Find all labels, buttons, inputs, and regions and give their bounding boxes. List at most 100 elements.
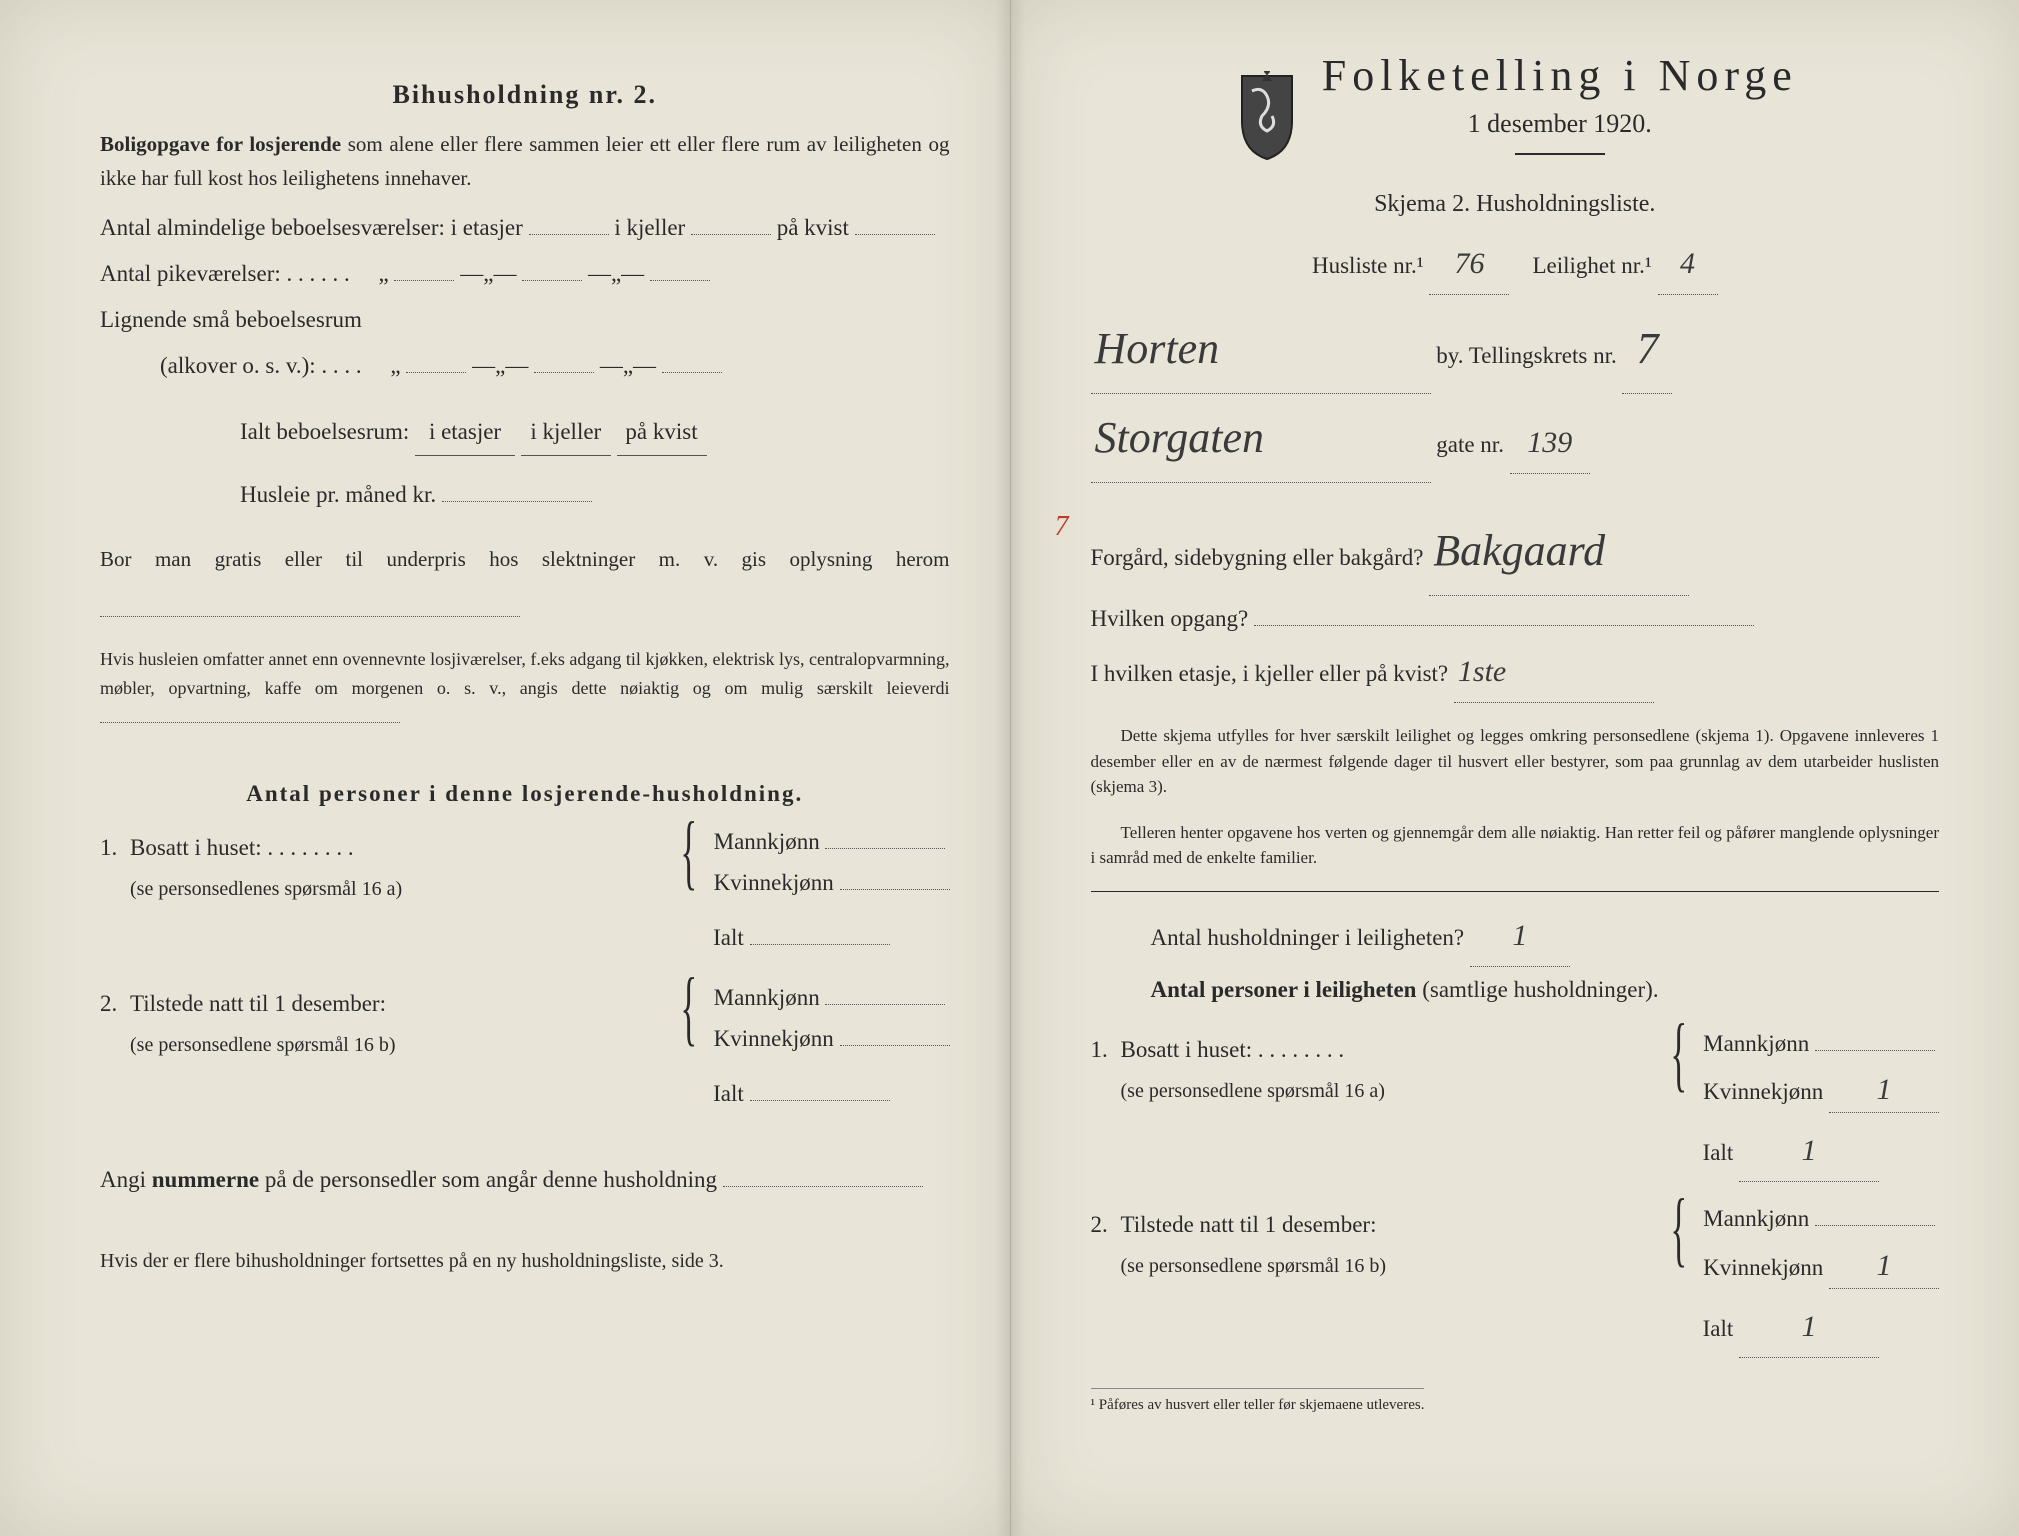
mann-label: Mannkjønn: [714, 829, 820, 854]
r-mann-1: Mannkjønn: [1703, 1031, 1809, 1056]
lignende-line: Lignende små beboelsesrum (alkover o. s.…: [100, 297, 950, 389]
gate-line: Storgaten gate nr. 139: [1091, 394, 1940, 483]
r-ialt-val-1: 1: [1739, 1121, 1879, 1182]
r-mann-2: Mannkjønn: [1703, 1206, 1809, 1231]
brace-icon-3: {: [1670, 1021, 1687, 1088]
r-ialt-val-2: 1: [1739, 1297, 1879, 1358]
kvinne-blank-1: [840, 889, 950, 890]
q-hush-label: Antal husholdninger i leiligheten?: [1151, 925, 1465, 950]
tilstede-counts: Mannkjønn Kvinnekjønn: [714, 981, 950, 1056]
kvinne-blank-2: [840, 1045, 950, 1046]
kvinne-label-2: Kvinnekjønn: [714, 1026, 834, 1051]
r-tilstede-sub: (se personsedlene spørsmål 16 b): [1121, 1248, 1654, 1284]
hvis-note: Hvis husleien omfatter annet enn ovennev…: [100, 645, 950, 731]
blank-lig-2: [534, 372, 594, 373]
blank-pike-1: [394, 280, 454, 281]
divider: [1091, 891, 1940, 892]
lignende-1: Lignende små beboelsesrum: [100, 307, 362, 332]
r-ialt-label-1: Ialt: [1703, 1140, 1734, 1165]
gate-label: gate nr.: [1436, 432, 1504, 457]
instructions-1: Dette skjema utfylles for hver særskilt …: [1091, 723, 1940, 800]
ialt-blank-2: [750, 1100, 890, 1101]
coat-of-arms-icon: [1232, 71, 1302, 161]
r-tilstede-row: 2. Tilstede natt til 1 desember: (se per…: [1091, 1202, 1940, 1289]
r-kvinne-2: Kvinnekjønn: [1703, 1255, 1823, 1280]
antal-title: Antal personer i denne losjerende-hushol…: [100, 781, 950, 807]
instructions-2: Telleren henter opgavene hos verten og g…: [1091, 820, 1940, 871]
blank-kvist: [855, 234, 935, 235]
r-ialt-row-2: Ialt 1: [1091, 1297, 1940, 1358]
ialt-label-2: Ialt: [713, 1081, 744, 1106]
r-tilstede-num: 2.: [1091, 1202, 1121, 1248]
gratis-para: Bor man gratis eller til underpris hos s…: [100, 534, 950, 635]
angi-blank: [723, 1186, 923, 1187]
husliste-line: Husliste nr.¹ 76 Leilighet nr.¹ 4: [1091, 234, 1940, 295]
r-bosatt-num: 1.: [1091, 1027, 1121, 1073]
hvis-blank: [100, 722, 400, 723]
gratis-blank: [100, 616, 520, 617]
husliste-value: 76: [1429, 234, 1509, 295]
bosatt-row: 1. Bosatt i huset: . . . . . . . . (se p…: [100, 825, 950, 907]
ialt-etasjer-blank: i etasjer: [415, 409, 515, 456]
mann-blank-2: [825, 1004, 945, 1005]
r-bosatt-label: Bosatt i huset: . . . . . . . .: [1121, 1027, 1654, 1073]
gratis-text: Bor man gratis eller til underpris hos s…: [100, 547, 950, 571]
bosatt-sub: (se personsedlenes spørsmål 16 a): [130, 871, 664, 907]
mann-label-2: Mannkjønn: [714, 985, 820, 1010]
ialt-label-1: Ialt: [713, 925, 744, 950]
bosatt-counts: Mannkjønn Kvinnekjønn: [714, 825, 950, 900]
r-kvinne-val-2: 1: [1829, 1243, 1939, 1289]
r-ialt-label-2: Ialt: [1703, 1316, 1734, 1341]
q-pers-rest: (samtlige husholdninger).: [1416, 977, 1658, 1002]
forgard-line: Forgård, sidebygning eller bakgård? Bakg…: [1091, 507, 1940, 596]
angi-bold: nummerne: [152, 1167, 259, 1192]
by-line: Horten by. Tellingskrets nr. 7: [1091, 305, 1940, 394]
ialt-kjeller-text: i kjeller: [530, 419, 601, 444]
ialt-line: Ialt beboelsesrum: i etasjer i kjeller p…: [240, 409, 950, 456]
q-hush-value: 1: [1470, 906, 1570, 967]
opgang-blank: [1254, 625, 1754, 626]
rooms-label: Antal almindelige beboelsesværelser: i e…: [100, 215, 523, 240]
intro-paragraph: Boligopgave for losjerende som alene ell…: [100, 128, 950, 195]
leilighet-value: 4: [1658, 234, 1718, 295]
angi-rest: på de personsedler som angår denne husho…: [259, 1167, 717, 1192]
q-pers-bold: Antal personer i leiligheten: [1151, 977, 1417, 1002]
blank-etasjer: [529, 234, 609, 235]
angi-line: Angi nummerne på de personsedler som ang…: [100, 1157, 950, 1203]
forgard-label: Forgård, sidebygning eller bakgård?: [1091, 545, 1424, 570]
r-ialt-row-1: Ialt 1: [1091, 1121, 1940, 1182]
title-block: Folketelling i Norge 1 desember 1920.: [1322, 50, 1798, 181]
blank-pike-3: [650, 280, 710, 281]
rooms-line: Antal almindelige beboelsesværelser: i e…: [100, 205, 950, 251]
husliste-label: Husliste nr.¹: [1312, 253, 1424, 278]
ialt-kvist-blank: på kvist: [617, 409, 707, 456]
ialt-label: Ialt beboelsesrum:: [240, 419, 409, 444]
bottom-note: Hvis der er flere bihusholdninger fortse…: [100, 1243, 950, 1279]
footnote: ¹ Påføres av husvert eller teller før sk…: [1091, 1388, 1425, 1414]
etasje-label: I hvilken etasje, i kjeller eller på kvi…: [1091, 661, 1449, 686]
brace-icon-4: {: [1670, 1196, 1687, 1263]
bosatt-label: Bosatt i huset: . . . . . . . .: [130, 825, 664, 871]
husleie-line: Husleie pr. måned kr.: [240, 472, 950, 518]
kjeller-label: i kjeller: [614, 215, 685, 240]
angi-pre: Angi: [100, 1167, 152, 1192]
q-hush-line: Antal husholdninger i leiligheten? 1: [1151, 906, 1940, 967]
brace-icon-2: {: [680, 976, 697, 1043]
r-bosatt-row: 1. Bosatt i huset: . . . . . . . . (se p…: [1091, 1027, 1940, 1114]
kvinne-label: Kvinnekjønn: [714, 870, 834, 895]
main-title: Folketelling i Norge: [1322, 50, 1798, 101]
hvis-text: Hvis husleien omfatter annet enn ovennev…: [100, 649, 950, 698]
gate-nr-value: 139: [1510, 413, 1590, 474]
leilighet-label: Leilighet nr.¹: [1532, 253, 1651, 278]
blank-kjeller: [691, 234, 771, 235]
title-rule: [1515, 153, 1605, 155]
opgang-label: Hvilken opgang?: [1091, 606, 1249, 631]
red-mark: 7: [1055, 511, 1069, 543]
blank-lig-3: [662, 372, 722, 373]
r-bosatt-counts: Mannkjønn Kvinnekjønn 1: [1703, 1027, 1939, 1114]
mann-blank-1: [825, 848, 945, 849]
r-kvinne-1: Kvinnekjønn: [1703, 1079, 1823, 1104]
r-bosatt-sub: (se personsedlene spørsmål 16 a): [1121, 1073, 1654, 1109]
ialt-row-1: Ialt: [100, 915, 950, 961]
brace-icon: {: [680, 820, 697, 887]
